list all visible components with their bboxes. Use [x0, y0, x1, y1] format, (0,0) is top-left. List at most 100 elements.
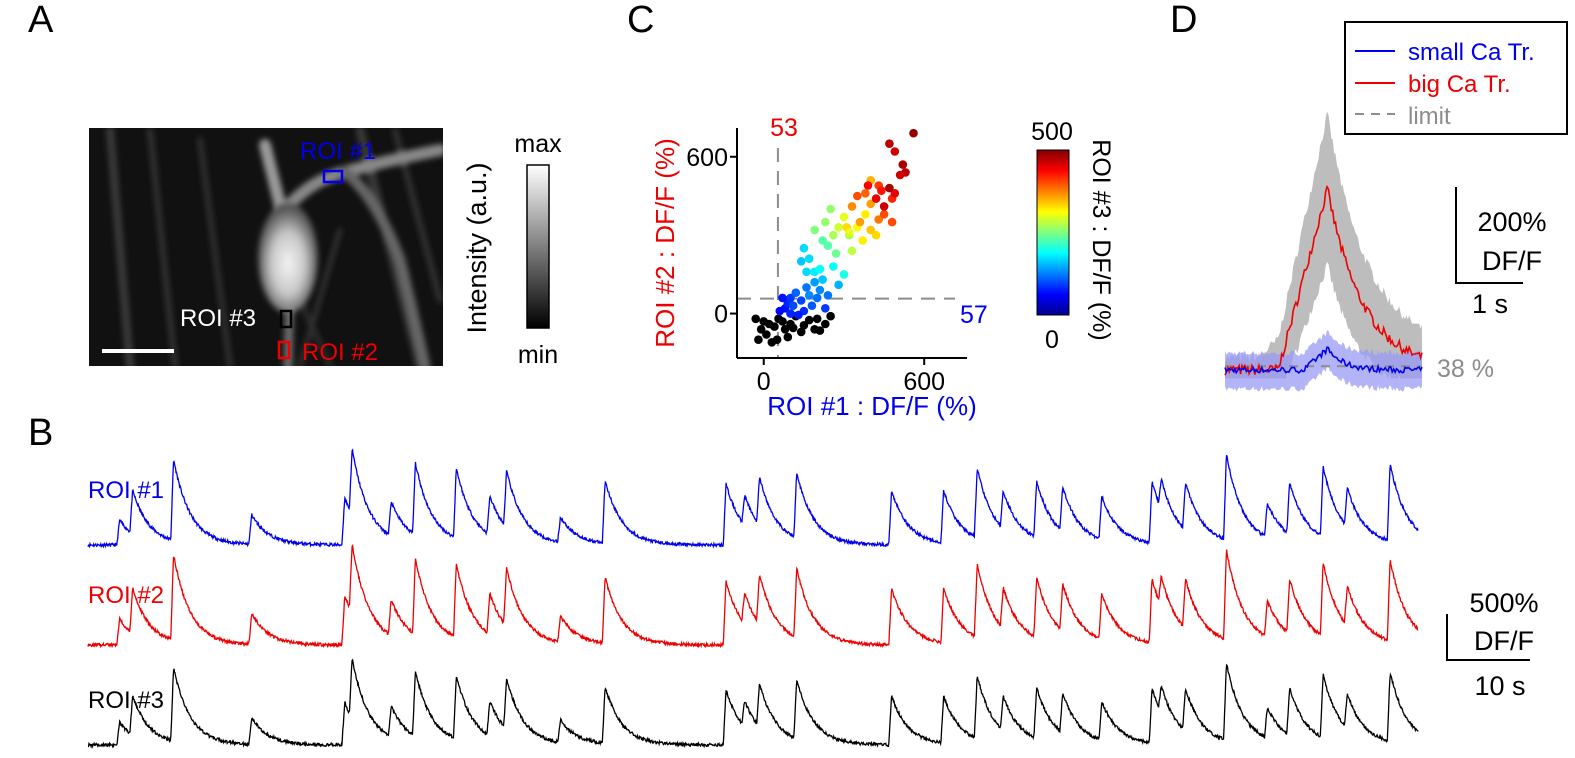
intensity-axis-label: Intensity (a.u.): [462, 162, 492, 333]
scatter-point: [786, 309, 795, 318]
colorbar-min-c: 0: [1045, 326, 1059, 354]
roi2-box: [277, 340, 291, 360]
panel-letter-c: C: [627, 0, 654, 41]
panel-letter-a: A: [28, 0, 54, 41]
trace-label-roi1: ROI #1: [88, 477, 164, 504]
panel-b: ROI #1 ROI #2 ROI #3 500% DF/F 10 s: [87, 448, 1539, 749]
legend-d: small Ca Tr. big Ca Tr. limit: [1344, 21, 1568, 135]
scatter-point: [778, 317, 787, 326]
scatter-point: [861, 189, 870, 198]
scatter-point: [807, 301, 817, 311]
scalebar-b-y-unit: DF/F: [1474, 626, 1534, 656]
scatter-point: [788, 323, 798, 333]
panel-c: 0 600 0 600 53 57 ROI #1 : DF/F (%) ROI …: [650, 114, 1115, 421]
scatter-point: [804, 291, 814, 300]
scatter-point: [890, 147, 900, 156]
scatter-point: [855, 217, 865, 227]
trace-label-roi2: ROI #2: [88, 582, 164, 609]
scatter-point: [821, 304, 830, 313]
scatter-point: [815, 285, 825, 295]
scatter-point: [818, 236, 827, 245]
scatter-point: [866, 199, 875, 209]
scatter-point: [866, 225, 875, 235]
scatter-point: [847, 246, 857, 256]
scatter-point: [780, 325, 790, 334]
scatter-point: [834, 280, 843, 290]
roi3-box: [279, 309, 293, 329]
scatter-point: [885, 139, 894, 148]
scatter-point: [810, 225, 819, 235]
roi1-box: [322, 169, 344, 184]
scalebar-b-x: 10 s: [1474, 671, 1525, 701]
scatter-point: [770, 322, 779, 331]
colorbar-min-label: min: [518, 341, 558, 369]
legend-label-big: big Ca Tr.: [1408, 71, 1511, 98]
scatter-point: [885, 183, 894, 193]
scale-bar-b: [1446, 614, 1530, 661]
scatter-point: [815, 326, 825, 335]
x-tick-label: 600: [903, 368, 945, 396]
intensity-colorbar: [526, 164, 550, 329]
scatter-point: [823, 241, 833, 250]
roi1-trace: [87, 448, 1419, 549]
legend-box: [1344, 21, 1568, 135]
y-axis-label-c: ROI #2 : DF/F (%): [650, 138, 680, 347]
scatter-point: [877, 186, 886, 195]
roi3-trace: [87, 658, 1419, 749]
scatter-point: [799, 321, 809, 330]
colorbar-label-c: ROI #3 : DF/F (%): [1087, 139, 1115, 340]
scatter-point: [796, 296, 806, 305]
panel-letter-d: D: [1170, 0, 1197, 41]
scatter-point: [879, 202, 889, 211]
legend-label-limit: limit: [1408, 103, 1451, 130]
scatter-point: [756, 325, 766, 334]
scatter-point: [775, 306, 785, 316]
x-axis-label-c: ROI #1 : DF/F (%): [767, 391, 976, 421]
scatter-point: [895, 170, 905, 180]
scatter-point: [871, 194, 881, 203]
scalebar-d-x: 1 s: [1472, 289, 1508, 319]
panel-a: ROI #1 ROI #3 ROI #2 Intensity (a.u.) ma…: [89, 128, 562, 369]
scatter-point: [815, 264, 825, 274]
scalebar-b-y-value: 500%: [1469, 588, 1538, 618]
scatter-point: [845, 228, 854, 237]
scatter-point: [874, 215, 883, 224]
big-ca-error-band: [1225, 111, 1422, 379]
roi1-label-a: ROI #1: [300, 138, 376, 165]
scatter-point: [818, 275, 827, 284]
scatter-point: [887, 217, 897, 227]
small-ca-trace: [1224, 346, 1423, 375]
scatter-point: [839, 212, 849, 222]
trace-label-roi3: ROI #3: [88, 687, 164, 714]
scale-bar-a: [102, 349, 174, 353]
scatter-point: [778, 293, 787, 303]
big-ca-trace: [1224, 184, 1423, 377]
scatter-point: [772, 335, 782, 345]
small-ca-error-band: [1225, 330, 1422, 392]
scalebar-d-y-value: 200%: [1477, 207, 1546, 237]
threshold-y-label: 57: [960, 301, 988, 329]
scatter-point: [821, 319, 830, 329]
panel-d: small Ca Tr. big Ca Tr. limit 38 % 200% …: [1224, 21, 1568, 392]
scatter-point: [871, 230, 881, 240]
scatter-point: [879, 210, 889, 219]
y-tick-label: 0: [714, 301, 728, 329]
scatter-point: [788, 301, 798, 311]
scatter-point: [783, 332, 793, 342]
scatter-point: [812, 293, 822, 303]
scatter-point: [863, 181, 873, 190]
limit-value-label: 38 %: [1437, 355, 1494, 383]
scatter-point: [839, 270, 849, 279]
scatter-point: [804, 315, 814, 325]
scatter-point: [796, 257, 806, 266]
jet-colorbar: [1036, 149, 1070, 316]
scatter-points: [751, 128, 918, 347]
scatter-point: [799, 243, 809, 253]
colorbar-max-c: 500: [1031, 118, 1073, 146]
roi3-label-a: ROI #3: [180, 305, 256, 332]
scatter-point: [831, 249, 841, 258]
scatter-point: [826, 311, 835, 321]
scatter-point: [802, 283, 811, 292]
scalebar-d-y-unit: DF/F: [1482, 246, 1542, 276]
